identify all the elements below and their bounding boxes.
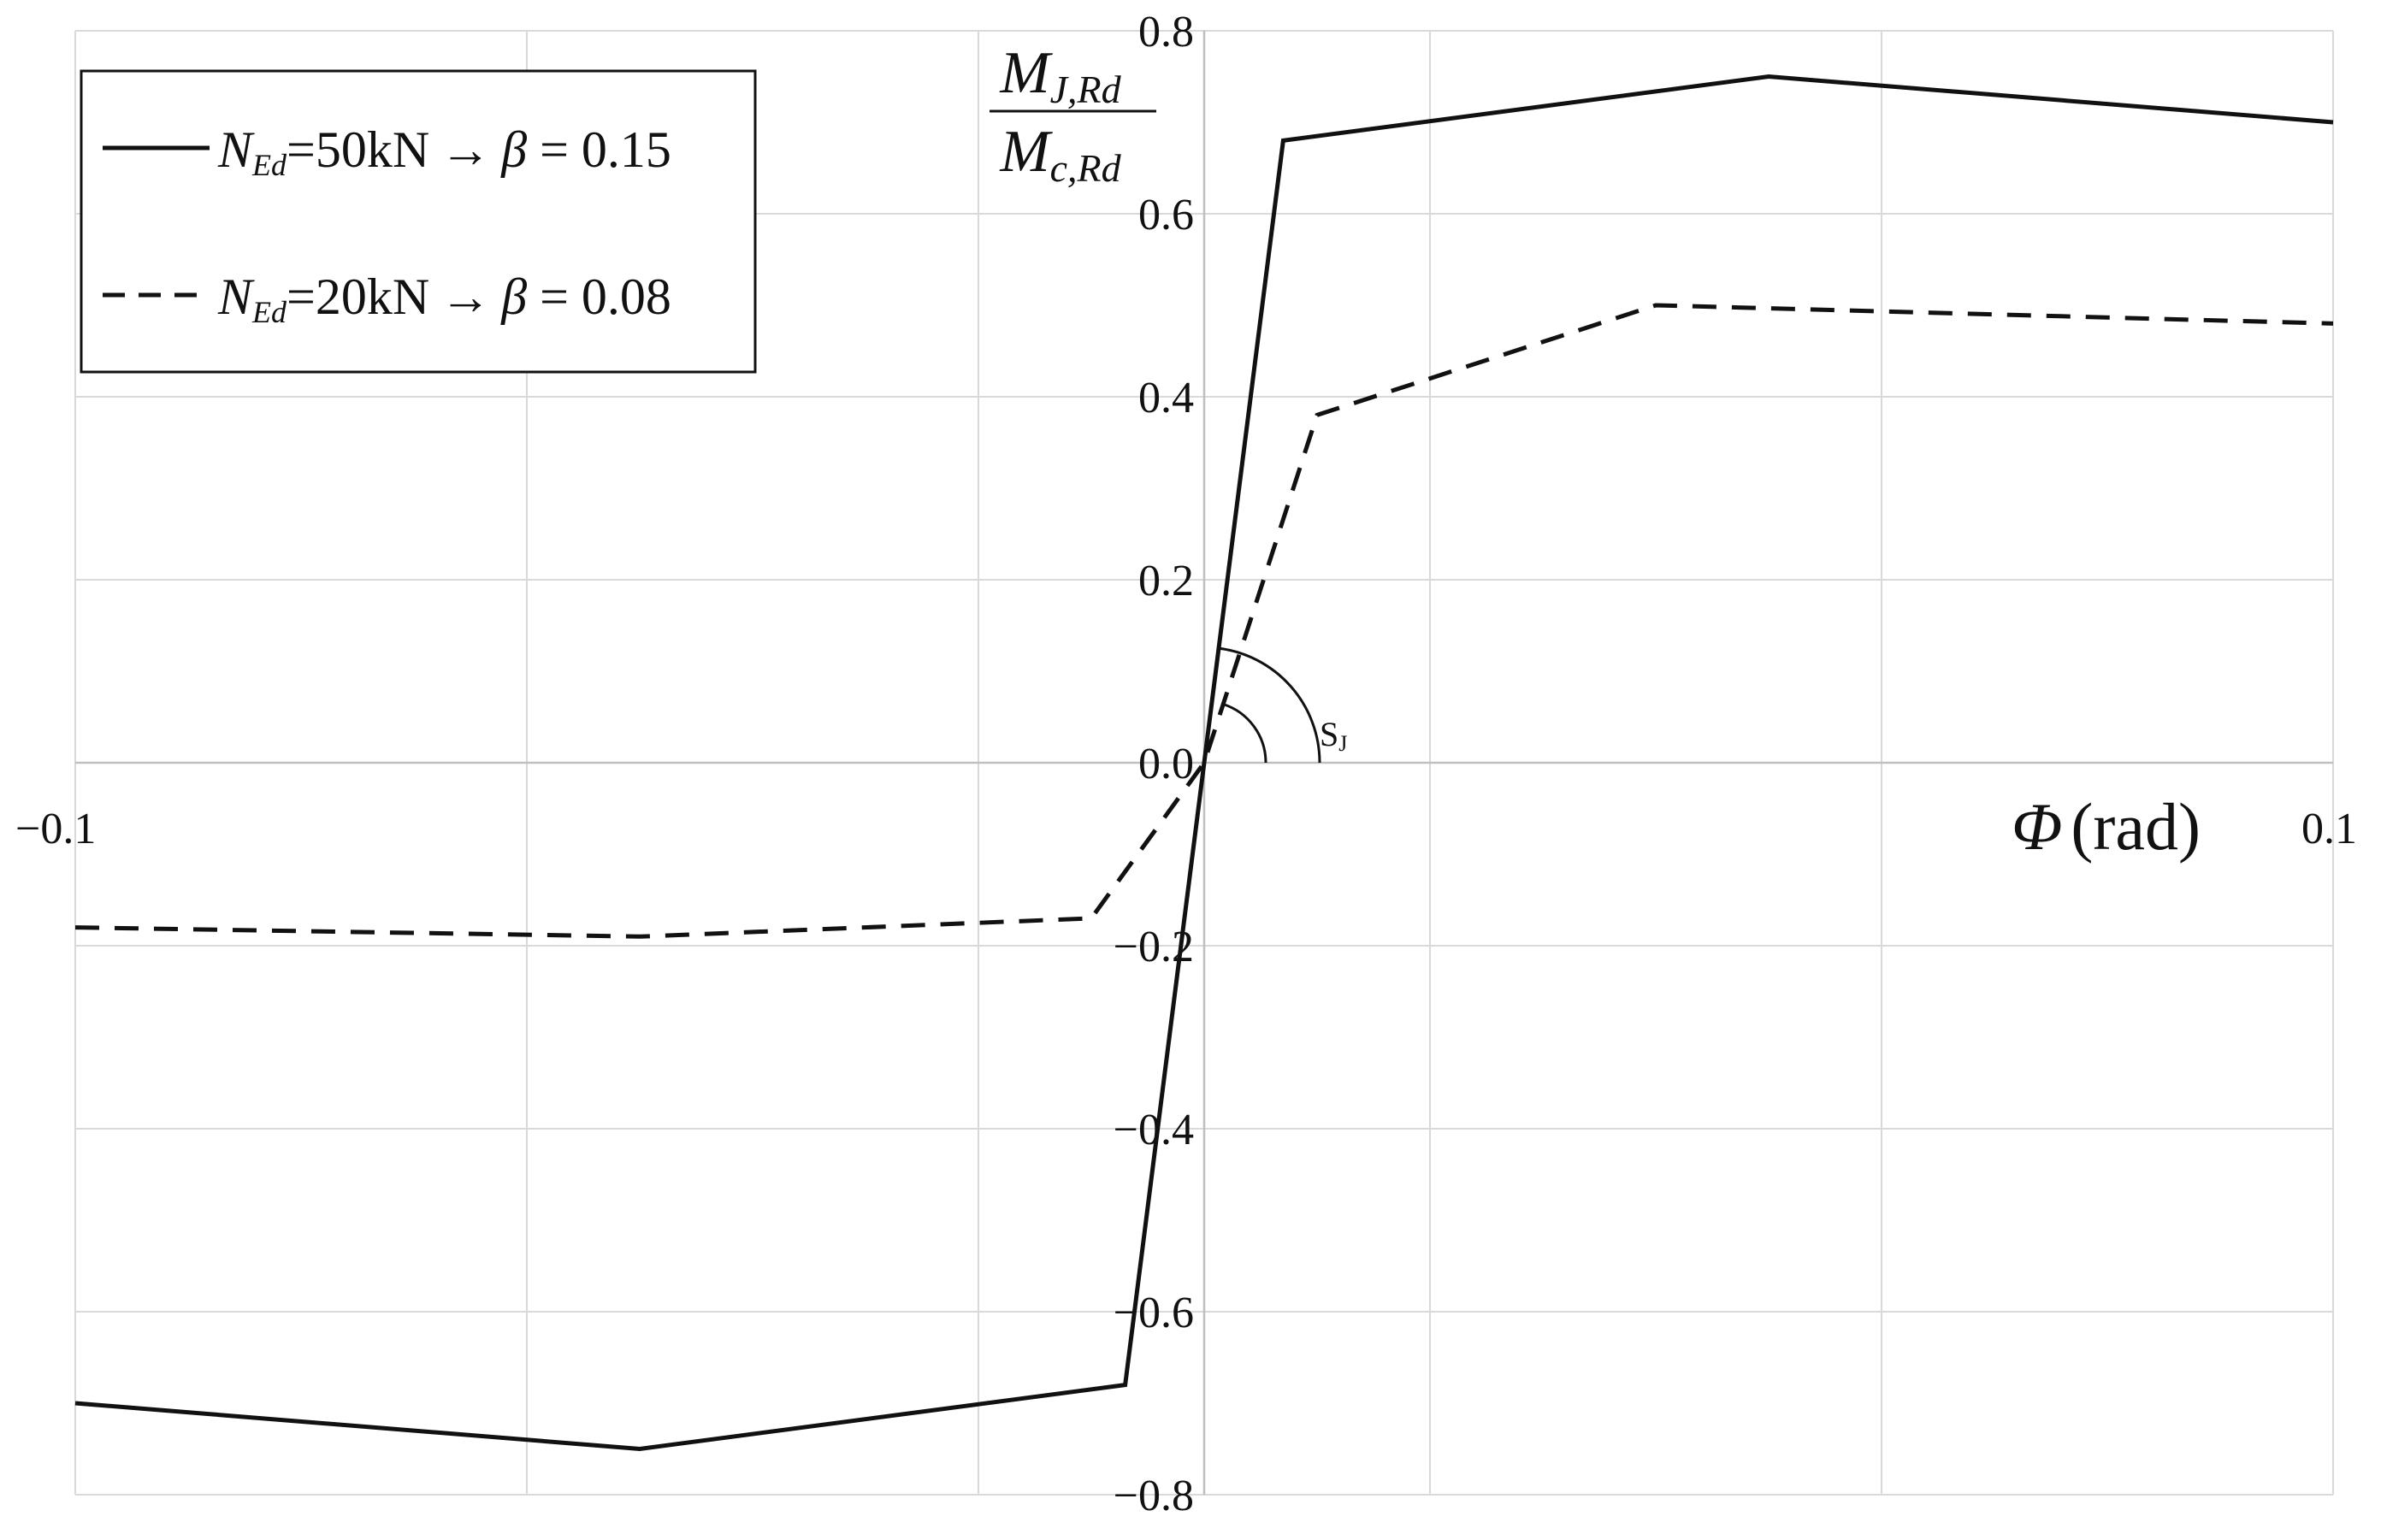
legend-2-n-sub: Ed — [251, 295, 287, 329]
y-title-denominator-sub: c,Rd — [1050, 146, 1122, 190]
y-tick-label: −0.2 — [1114, 923, 1194, 971]
legend-1-beta-value: = 0.15 — [527, 121, 671, 178]
svg-text:NEd=50kN→β = 0.15: NEd=50kN → β = 0.15 — [217, 121, 671, 182]
legend-1-value: =50kN — [287, 121, 429, 178]
y-tick-label: −0.6 — [1114, 1289, 1194, 1337]
y-tick-label: 0.2 — [1138, 557, 1194, 605]
legend-2-beta-value: = 0.08 — [527, 268, 671, 325]
legend-2-value: =20kN — [287, 268, 429, 325]
y-tick-label: −0.4 — [1114, 1106, 1194, 1154]
legend-1-n: N — [217, 121, 255, 178]
series-layer — [74, 74, 2334, 1452]
svg-text:Mc,Rd: Mc,Rd — [999, 119, 1121, 190]
x-tick-label: −0.1 — [15, 805, 96, 853]
svg-text:MJ,Rd: MJ,Rd — [999, 40, 1121, 111]
legend-1-beta: β — [500, 121, 527, 178]
legend-item-2: NEd=20kN → β = 0.08 — [103, 268, 671, 329]
y-title-denominator: M — [999, 119, 1053, 185]
stiffness-arc-inner — [1222, 703, 1267, 764]
legend-2-arrow: → — [440, 268, 491, 325]
y-tick-label: −0.8 — [1114, 1472, 1194, 1520]
legend-1-arrow: → — [440, 121, 491, 178]
stiffness-label-sub: J — [1338, 731, 1347, 756]
x-title-symbol: Φ — [2012, 789, 2062, 864]
legend: NEd=50kN → β = 0.15 NEd=20kN → β = 0.08 — [80, 69, 757, 374]
y-title-numerator-sub: J,Rd — [1050, 68, 1122, 111]
tick-labels: −0.8 −0.6 −0.4 −0.2 0.0 0.2 0.4 0.6 0.8 −0.1 0.1 — [15, 8, 2357, 1520]
legend-2-n: N — [217, 268, 255, 325]
stiffness-arc-outer — [1218, 646, 1321, 764]
legend-1-n-sub: Ed — [251, 148, 287, 182]
legend-box — [80, 69, 757, 374]
y-tick-label: 0.4 — [1138, 374, 1194, 422]
x-title-unit: (rad) — [2071, 789, 2201, 864]
legend-2-beta: β — [500, 268, 527, 325]
series-line-solid — [74, 74, 2334, 1452]
y-axis-title: MJ,Rd Mc,Rd — [990, 40, 1156, 190]
x-tick-label: 0.1 — [2301, 805, 2357, 853]
svg-text:NEd=20kN→β = 0.08: NEd=20kN → β = 0.08 — [217, 268, 671, 329]
stiffness-label-main: S — [1320, 715, 1338, 753]
y-tick-label: 0.8 — [1138, 8, 1194, 56]
legend-item-1: NEd=50kN → β = 0.15 — [103, 121, 671, 182]
stiffness-label: SJ — [1320, 715, 1347, 756]
x-axis-title: Φ (rad) — [2012, 789, 2201, 864]
series-line-dashed — [74, 303, 2334, 939]
y-tick-label: 0.6 — [1138, 191, 1194, 239]
y-tick-label: 0.0 — [1138, 740, 1194, 788]
y-title-numerator: M — [999, 40, 1053, 106]
stiffness-annotation: SJ — [1218, 646, 1347, 764]
